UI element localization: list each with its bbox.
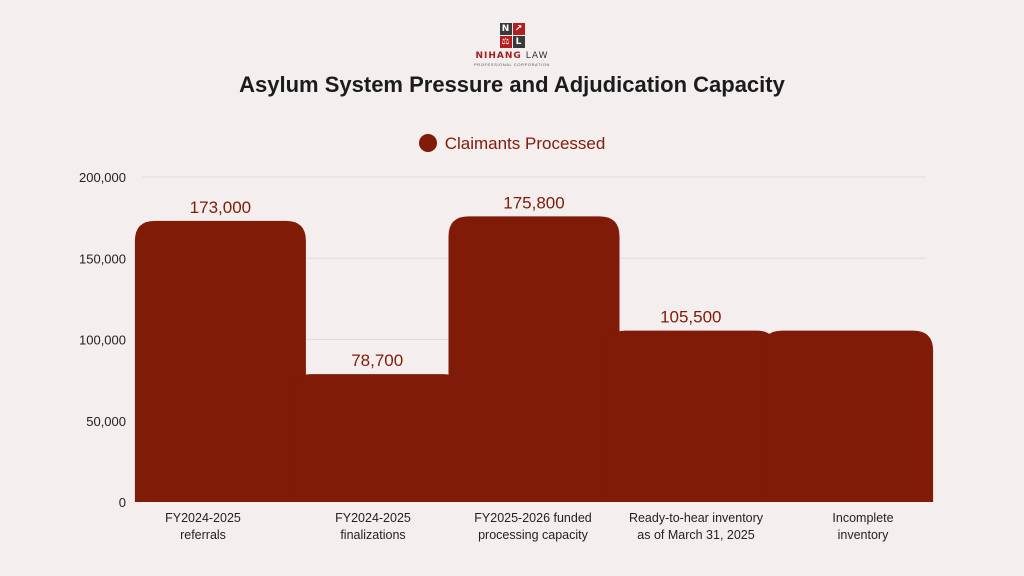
logo-cell-n: N <box>499 23 512 35</box>
x-tick-label: inventory <box>838 528 889 542</box>
legend: Claimants Processed <box>0 134 1024 154</box>
x-tick-label: FY2025-2026 funded <box>474 511 592 525</box>
y-tick-label: 0 <box>119 495 126 510</box>
bar <box>448 216 620 502</box>
chart-title: Asylum System Pressure and Adjudication … <box>239 72 785 97</box>
x-tick-label: Ready-to-hear inventory <box>629 511 764 525</box>
logo-subtitle: PROFESSIONAL CORPORATION <box>474 62 550 67</box>
legend-swatch <box>418 134 437 152</box>
x-tick-label: FY2024-2025 <box>335 511 411 525</box>
logo-arrow-icon: ↗ <box>512 23 525 35</box>
bar <box>134 220 306 502</box>
legend-label: Claimants Processed <box>444 134 606 153</box>
logo-mark: N ↗ ⚖ L <box>499 23 525 48</box>
bar-value-label: 173,000 <box>190 198 251 217</box>
x-tick-label: as of March 31, 2025 <box>637 528 754 542</box>
logo: N ↗ ⚖ L NIHANG LAW PROFESSIONAL CORPORAT… <box>0 18 1024 67</box>
bar-value-label: 105,500 <box>660 308 721 327</box>
logo-name: NIHANG LAW <box>0 51 1024 61</box>
y-tick-label: 200,000 <box>79 170 126 185</box>
x-tick-label: finalizations <box>340 528 405 542</box>
x-tick-label: Incomplete <box>832 511 893 525</box>
x-tick-label: FY2024-2025 <box>165 511 241 525</box>
bar-value-label: 175,800 <box>503 193 564 212</box>
bar <box>762 330 934 502</box>
x-tick-label: processing capacity <box>478 528 589 542</box>
y-tick-label: 100,000 <box>79 333 126 348</box>
y-tick-label: 50,000 <box>86 414 126 429</box>
bar <box>291 374 463 502</box>
logo-cell-l: L <box>512 36 525 48</box>
logo-name-rest: LAW <box>525 51 549 61</box>
logo-name-bold: NIHANG <box>475 51 522 61</box>
y-tick-label: 150,000 <box>79 251 126 266</box>
logo-scale-icon: ⚖ <box>499 36 512 48</box>
bar-value-label: 78,700 <box>351 351 403 370</box>
x-tick-label: referrals <box>180 528 226 542</box>
bar <box>605 330 777 502</box>
